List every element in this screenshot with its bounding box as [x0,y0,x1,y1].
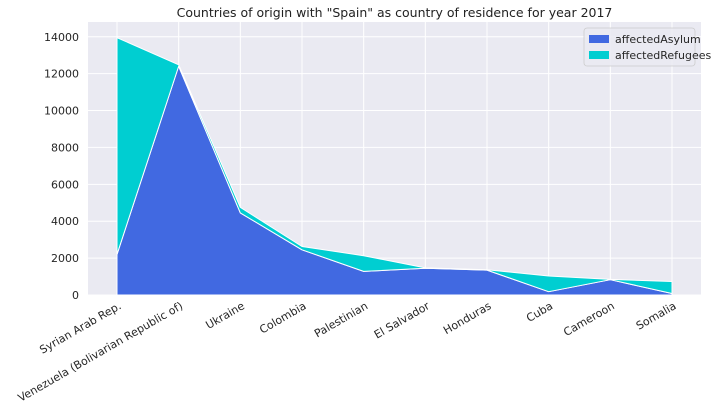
y-tick-label: 2000 [51,252,79,265]
x-tick-label: Honduras [441,299,494,337]
y-tick-label: 8000 [51,141,79,154]
y-tick-labels: 0 2000 4000 6000 8000 10000 12000 14000 [44,31,79,302]
x-tick-label: Somalia [634,299,679,332]
legend-swatch [589,51,609,59]
areas [116,37,673,296]
x-tick-label: Cuba [524,299,555,324]
x-tick-label: Palestinian [312,299,370,340]
chart-title: Countries of origin with "Spain" as coun… [177,5,613,20]
legend-label: affectedRefugees [615,49,711,62]
y-tick-label: 0 [72,289,79,302]
y-tick-label: 14000 [44,31,79,44]
area-affectedRefugees [116,37,673,295]
x-tick-label: Cameroon [561,299,617,339]
y-tick-label: 4000 [51,215,79,228]
x-tick-label: Ukraine [204,299,247,332]
y-tick-label: 10000 [44,105,79,118]
y-tick-label: 12000 [44,68,79,81]
x-tick-labels: Syrian Arab Rep.Venezuela (Bolivarian Re… [16,299,679,405]
legend-box [583,27,696,67]
legend-swatch [589,35,609,43]
x-tick-label: El Salvador [372,299,432,341]
legend-label: affectedAsylum [615,33,701,46]
legend: affectedAsylum affectedRefugees [583,27,711,67]
y-tick-label: 6000 [51,178,79,191]
x-tick-label: Colombia [257,299,308,336]
